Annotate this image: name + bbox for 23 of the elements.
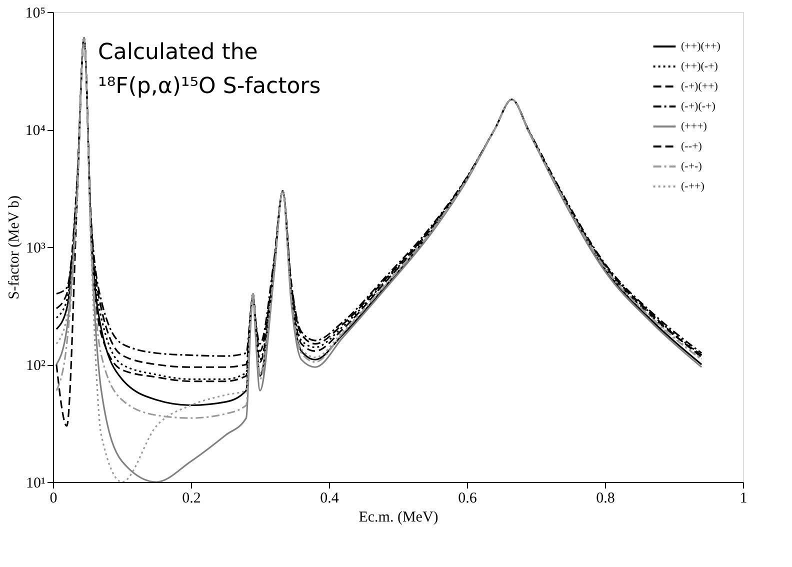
- x-tick-label: 0.8: [596, 490, 615, 506]
- x-tick-label: 0.6: [458, 490, 478, 506]
- legend-label: (-+)(-+): [681, 100, 716, 112]
- y-tick-label: 10²: [26, 358, 46, 374]
- y-tick-label: 10¹: [26, 476, 46, 492]
- x-tick-label: 0.4: [320, 490, 340, 506]
- legend-label: (-+)(++): [681, 80, 718, 92]
- y-axis-title: S-factor (MeV b): [6, 196, 22, 300]
- x-tick-label: 0.2: [182, 490, 201, 506]
- legend-label: (++)(-+): [681, 60, 718, 72]
- y-tick-label: 10⁵: [25, 6, 46, 22]
- x-tick-label: 1: [740, 490, 748, 506]
- y-tick-label: 10⁴: [25, 123, 46, 139]
- legend-label: (-++): [681, 180, 705, 192]
- y-tick-label: 10³: [26, 240, 46, 256]
- x-axis-title: Ec.m. (MeV): [358, 510, 438, 526]
- legend-label: (++)(++): [681, 40, 721, 52]
- legend-label: (--+): [681, 140, 702, 152]
- legend-label: (-+-): [681, 160, 702, 172]
- annotation: Calculated the: [98, 40, 258, 65]
- x-tick-label: 0: [50, 490, 58, 506]
- legend-label: (+++): [681, 120, 708, 132]
- annotation: ¹⁸F(p,α)¹⁵O S-factors: [98, 74, 321, 99]
